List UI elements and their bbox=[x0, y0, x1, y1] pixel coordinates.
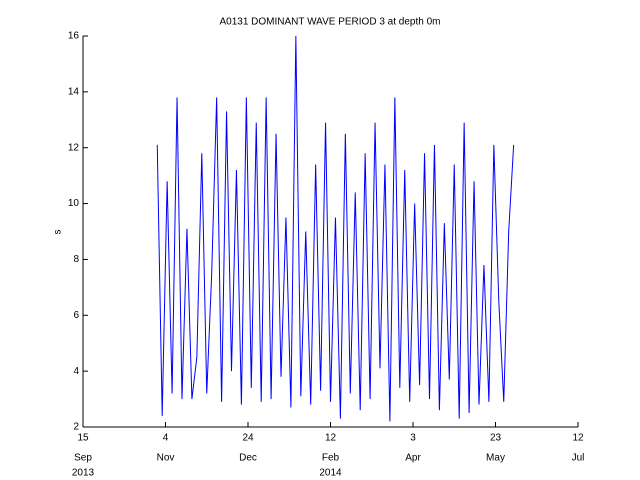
y-tick-label: 14 bbox=[68, 86, 80, 97]
y-tick-label: 8 bbox=[73, 254, 79, 265]
x-tick-label: 12 bbox=[325, 433, 337, 444]
x-tick-label: 24 bbox=[242, 433, 254, 444]
y-axis-label: s bbox=[53, 230, 64, 235]
x-tick-month: May bbox=[486, 453, 505, 464]
y-tick-label: 4 bbox=[73, 366, 79, 377]
y-tick-label: 6 bbox=[73, 310, 79, 321]
x-tick-label: 15 bbox=[77, 433, 89, 444]
x-tick-month: Nov bbox=[157, 453, 175, 464]
x-tick-label: 3 bbox=[410, 433, 416, 444]
x-tick-year: 2014 bbox=[319, 468, 342, 479]
x-tick-year: 2013 bbox=[72, 468, 95, 479]
y-tick-label: 2 bbox=[73, 422, 79, 433]
x-tick-label: 23 bbox=[490, 433, 502, 444]
y-tick-label: 10 bbox=[68, 198, 80, 209]
y-tick-label: 12 bbox=[68, 142, 80, 153]
x-tick-month: Jul bbox=[572, 453, 585, 464]
data-line bbox=[156, 35, 515, 422]
y-tick-label: 16 bbox=[68, 31, 80, 42]
x-tick-month: Feb bbox=[322, 453, 340, 464]
x-tick-month: Apr bbox=[405, 453, 421, 464]
x-tick-label: 4 bbox=[163, 433, 169, 444]
x-tick-month: Sep bbox=[74, 453, 92, 464]
x-tick-label: 12 bbox=[572, 433, 584, 444]
x-tick-month: Dec bbox=[239, 453, 257, 464]
chart-title: A0131 DOMINANT WAVE PERIOD 3 at depth 0m bbox=[219, 17, 440, 28]
